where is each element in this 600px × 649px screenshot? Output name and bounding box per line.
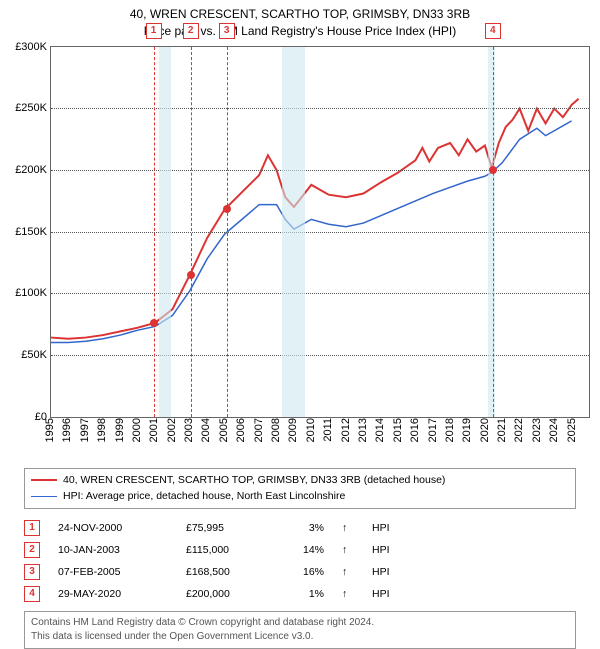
x-tick-label: 2008 <box>270 418 282 442</box>
x-tick-label: 2022 <box>513 418 525 442</box>
row-marker: 4 <box>24 586 40 602</box>
x-tick-label: 2021 <box>496 418 508 442</box>
event-marker: 1 <box>146 23 162 39</box>
event-marker: 4 <box>485 23 501 39</box>
x-tick-label: 2006 <box>235 418 247 442</box>
x-tick-label: 2018 <box>444 418 456 442</box>
x-axis-labels: 1995199619971998199920002001200220032004… <box>50 418 590 462</box>
row-price: £200,000 <box>186 588 266 600</box>
x-tick-label: 2024 <box>548 418 560 442</box>
x-tick-label: 2023 <box>531 418 543 442</box>
y-tick-label: £100K <box>3 287 47 299</box>
x-tick-label: 2016 <box>409 418 421 442</box>
row-date: 10-JAN-2003 <box>58 544 168 556</box>
row-hpi-label: HPI <box>372 566 390 578</box>
x-tick-label: 2004 <box>200 418 212 442</box>
row-pct: 3% <box>284 522 324 534</box>
row-marker: 2 <box>24 542 40 558</box>
recession-band <box>488 47 495 417</box>
footer-line1: Contains HM Land Registry data © Crown c… <box>31 616 569 630</box>
row-price: £168,500 <box>186 566 266 578</box>
x-tick-label: 2009 <box>287 418 299 442</box>
legend-row-red: 40, WREN CRESCENT, SCARTHO TOP, GRIMSBY,… <box>31 472 569 489</box>
event-line <box>227 47 228 417</box>
event-point <box>150 319 158 327</box>
event-line <box>154 47 155 417</box>
row-hpi-label: HPI <box>372 588 390 600</box>
table-row: 4 29-MAY-2020 £200,000 1% ↑ HPI <box>24 583 576 605</box>
row-pct: 16% <box>284 566 324 578</box>
x-tick-label: 2017 <box>427 418 439 442</box>
row-hpi-label: HPI <box>372 544 390 556</box>
x-tick-label: 2001 <box>148 418 160 442</box>
x-tick-label: 1996 <box>61 418 73 442</box>
legend-label-blue: HPI: Average price, detached house, Nort… <box>63 488 345 505</box>
x-tick-label: 2019 <box>461 418 473 442</box>
recession-band <box>159 47 171 417</box>
events-table: 1 24-NOV-2000 £75,995 3% ↑ HPI 2 10-JAN-2003 £11… <box>24 517 576 605</box>
row-date: 24-NOV-2000 <box>58 522 168 534</box>
table-row: 3 07-FEB-2005 £168,500 16% ↑ HPI <box>24 561 576 583</box>
row-price: £115,000 <box>186 544 266 556</box>
price-chart: £0£50K£100K£150K£200K£250K£300K1234 <box>50 46 590 418</box>
table-row: 1 24-NOV-2000 £75,995 3% ↑ HPI <box>24 517 576 539</box>
legend-label-red: 40, WREN CRESCENT, SCARTHO TOP, GRIMSBY,… <box>63 472 445 489</box>
row-pct: 1% <box>284 588 324 600</box>
chart-title: 40, WREN CRESCENT, SCARTHO TOP, GRIMSBY,… <box>0 0 600 40</box>
recession-band <box>282 47 305 417</box>
x-tick-label: 2011 <box>322 418 334 442</box>
x-tick-label: 2020 <box>479 418 491 442</box>
table-row: 2 10-JAN-2003 £115,000 14% ↑ HPI <box>24 539 576 561</box>
x-tick-label: 2000 <box>131 418 143 442</box>
row-marker: 1 <box>24 520 40 536</box>
x-tick-label: 2002 <box>166 418 178 442</box>
footer-line2: This data is licensed under the Open Gov… <box>31 630 569 644</box>
x-tick-label: 2005 <box>218 418 230 442</box>
x-tick-label: 2013 <box>357 418 369 442</box>
up-arrow-icon: ↑ <box>342 544 354 556</box>
row-date: 07-FEB-2005 <box>58 566 168 578</box>
x-tick-label: 1997 <box>79 418 91 442</box>
legend-swatch-red <box>31 479 57 481</box>
y-tick-label: £250K <box>3 102 47 114</box>
up-arrow-icon: ↑ <box>342 522 354 534</box>
row-hpi-label: HPI <box>372 522 390 534</box>
x-tick-label: 2007 <box>253 418 265 442</box>
x-tick-label: 2003 <box>183 418 195 442</box>
title-line2: Price paid vs. HM Land Registry's House … <box>0 23 600 40</box>
event-point <box>187 271 195 279</box>
row-date: 29-MAY-2020 <box>58 588 168 600</box>
event-line <box>191 47 192 417</box>
event-marker: 3 <box>219 23 235 39</box>
x-tick-label: 2025 <box>566 418 578 442</box>
x-tick-label: 2012 <box>340 418 352 442</box>
up-arrow-icon: ↑ <box>342 588 354 600</box>
up-arrow-icon: ↑ <box>342 566 354 578</box>
x-tick-label: 1999 <box>114 418 126 442</box>
title-line1: 40, WREN CRESCENT, SCARTHO TOP, GRIMSBY,… <box>0 6 600 23</box>
y-tick-label: £150K <box>3 226 47 238</box>
y-tick-label: £300K <box>3 41 47 53</box>
legend-row-blue: HPI: Average price, detached house, Nort… <box>31 488 569 505</box>
event-line <box>493 47 494 417</box>
y-tick-label: £200K <box>3 164 47 176</box>
event-point <box>223 205 231 213</box>
legend: 40, WREN CRESCENT, SCARTHO TOP, GRIMSBY,… <box>24 468 576 510</box>
x-tick-label: 2014 <box>374 418 386 442</box>
legend-swatch-blue <box>31 496 57 497</box>
row-price: £75,995 <box>186 522 266 534</box>
x-tick-label: 1995 <box>44 418 56 442</box>
event-marker: 2 <box>183 23 199 39</box>
x-tick-label: 2010 <box>305 418 317 442</box>
y-tick-label: £50K <box>3 349 47 361</box>
row-marker: 3 <box>24 564 40 580</box>
x-tick-label: 2015 <box>392 418 404 442</box>
footer: Contains HM Land Registry data © Crown c… <box>24 611 576 649</box>
event-point <box>489 166 497 174</box>
y-tick-label: £0 <box>3 411 47 423</box>
row-pct: 14% <box>284 544 324 556</box>
x-tick-label: 1998 <box>96 418 108 442</box>
